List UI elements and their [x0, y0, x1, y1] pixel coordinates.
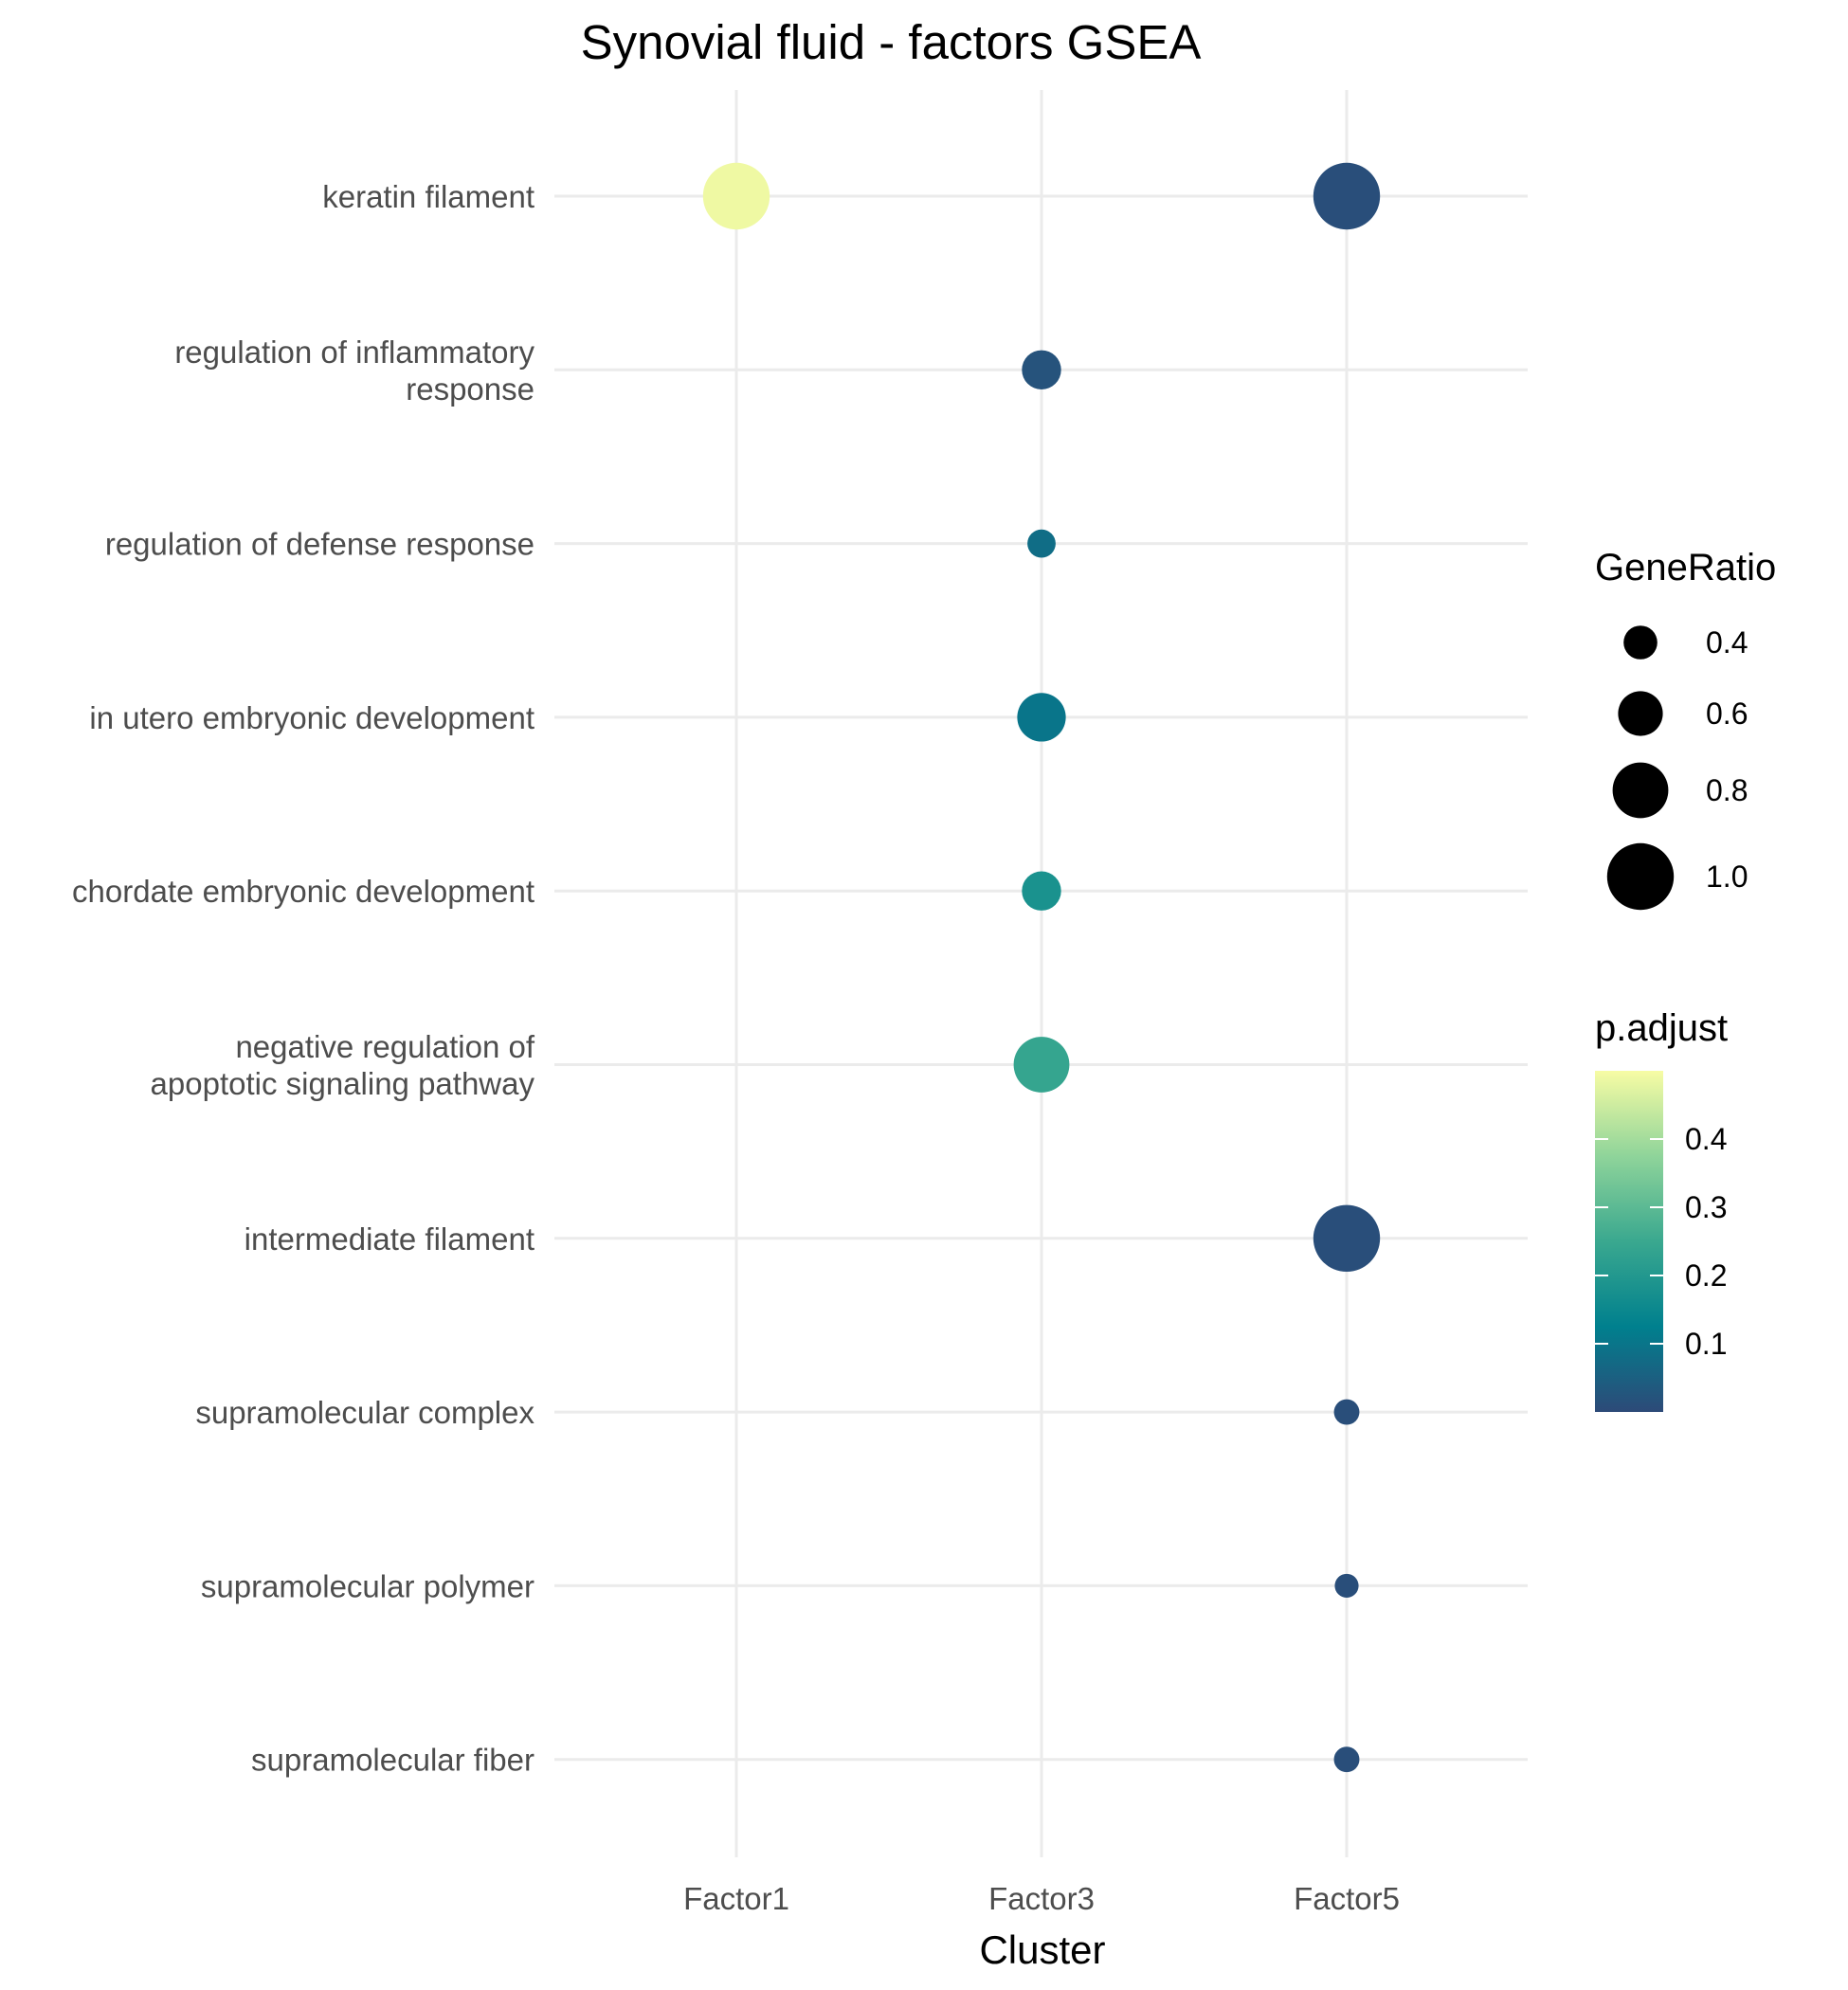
size-legend-label: 1.0: [1706, 859, 1748, 894]
size-legend-title: GeneRatio: [1595, 547, 1776, 588]
y-tick-label: negative regulation of: [235, 1029, 534, 1064]
y-tick-label: supramolecular polymer: [201, 1568, 534, 1603]
data-point: [1022, 871, 1061, 911]
y-tick-label: apoptotic signaling pathway: [151, 1066, 535, 1101]
data-point: [1333, 1746, 1360, 1773]
y-tick-label: regulation of inflammatory: [174, 335, 534, 370]
y-tick-label: in utero embryonic development: [89, 700, 534, 735]
size-legend-key: [1623, 625, 1658, 660]
y-tick-label: regulation of defense response: [105, 527, 534, 562]
data-point: [1013, 1037, 1070, 1093]
data-points: [702, 162, 1381, 1773]
y-tick-label: supramolecular fiber: [251, 1743, 534, 1778]
chart-title: Synovial fluid - factors GSEA: [581, 15, 1202, 69]
x-tick-label: Factor1: [683, 1881, 789, 1916]
size-legend-key: [1606, 842, 1675, 911]
color-legend-label: 0.4: [1685, 1122, 1727, 1156]
size-legend: GeneRatio 0.4 0.6 0.8 1.0: [1595, 547, 1776, 911]
data-point: [1017, 693, 1066, 742]
size-legend-key: [1612, 762, 1669, 819]
color-legend: p.adjust 0.4 0.3 0.2 0.1: [1595, 1007, 1728, 1412]
y-tick-label: intermediate filament: [245, 1221, 534, 1257]
color-legend-label: 0.2: [1685, 1258, 1727, 1293]
size-legend-label: 0.6: [1706, 696, 1748, 731]
x-tick-label: Factor5: [1294, 1881, 1400, 1916]
color-legend-bar: [1595, 1071, 1663, 1412]
data-point: [1334, 1573, 1359, 1598]
data-point: [702, 162, 770, 230]
size-legend-label: 0.8: [1706, 773, 1748, 807]
x-axis-label: Cluster: [979, 1927, 1105, 1972]
data-point: [1022, 350, 1061, 389]
y-tick-label: supramolecular complex: [195, 1395, 534, 1430]
x-tick-label: Factor3: [988, 1881, 1095, 1916]
y-tick-label: chordate embryonic development: [72, 874, 534, 909]
data-point: [1313, 162, 1381, 230]
data-point: [1027, 529, 1056, 558]
data-point: [1313, 1204, 1381, 1273]
data-point: [1333, 1399, 1360, 1425]
x-tick-labels: Factor1 Factor3 Factor5: [683, 1881, 1400, 1916]
size-legend-key: [1618, 691, 1663, 736]
size-legend-label: 0.4: [1706, 625, 1748, 660]
color-legend-label: 0.1: [1685, 1327, 1727, 1361]
color-legend-label: 0.3: [1685, 1190, 1727, 1224]
y-tick-label: keratin filament: [322, 179, 534, 214]
y-tick-labels: keratin filament regulation of inflammato…: [72, 179, 535, 1778]
color-legend-title: p.adjust: [1595, 1007, 1728, 1049]
y-tick-label: response: [406, 371, 534, 407]
